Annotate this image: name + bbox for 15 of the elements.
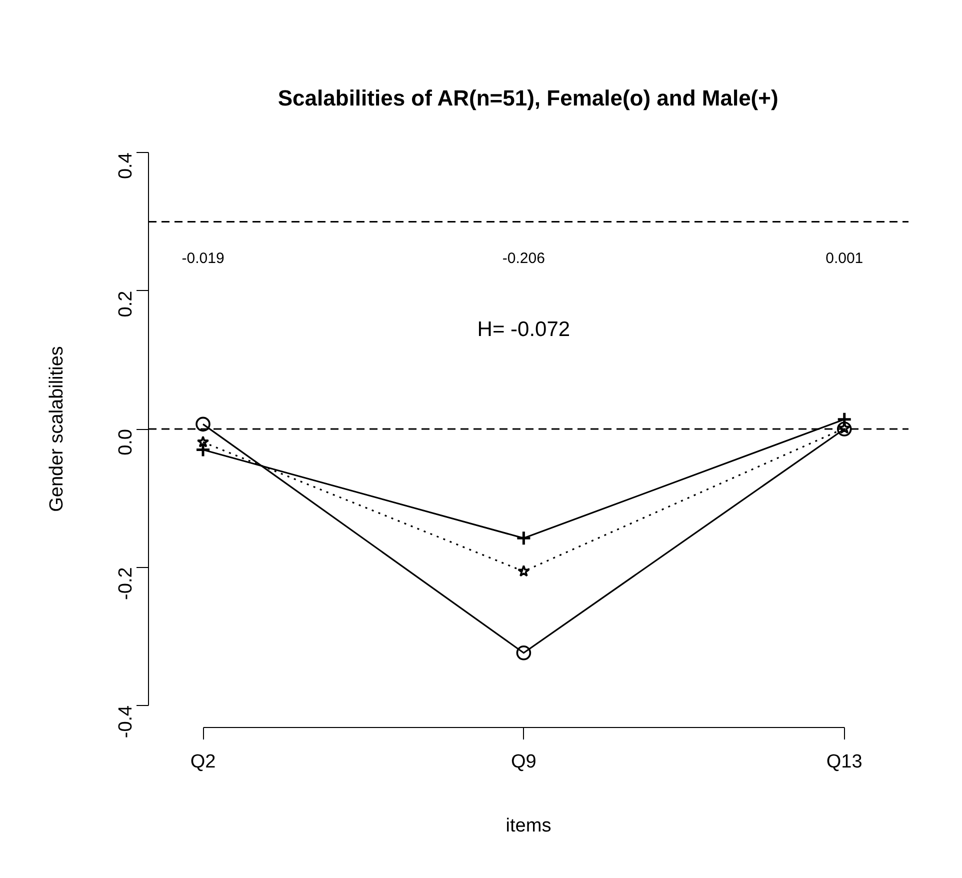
y-tick-label: -0.4 [116, 704, 136, 738]
x-tick-label: Q13 [826, 752, 862, 772]
annotation: 0.001 [826, 250, 864, 268]
y-axis-title: Gender scalabilities [46, 346, 68, 512]
annotation: -0.019 [182, 250, 224, 268]
y-tick-label: 0.2 [116, 290, 136, 318]
annotation: -0.206 [502, 250, 545, 268]
x-tick-label: Q2 [190, 752, 216, 772]
chart-title: Scalabilities of AR(n=51), Female(o) and Male(+) [278, 86, 778, 110]
x-axis-title: items [506, 816, 552, 836]
x-tick-label: Q9 [511, 752, 536, 772]
annotation: H= -0.072 [477, 318, 570, 341]
y-tick-label: 0.0 [116, 428, 136, 456]
y-tick-label: -0.2 [116, 567, 136, 600]
y-tick-label: 0.4 [116, 152, 136, 180]
